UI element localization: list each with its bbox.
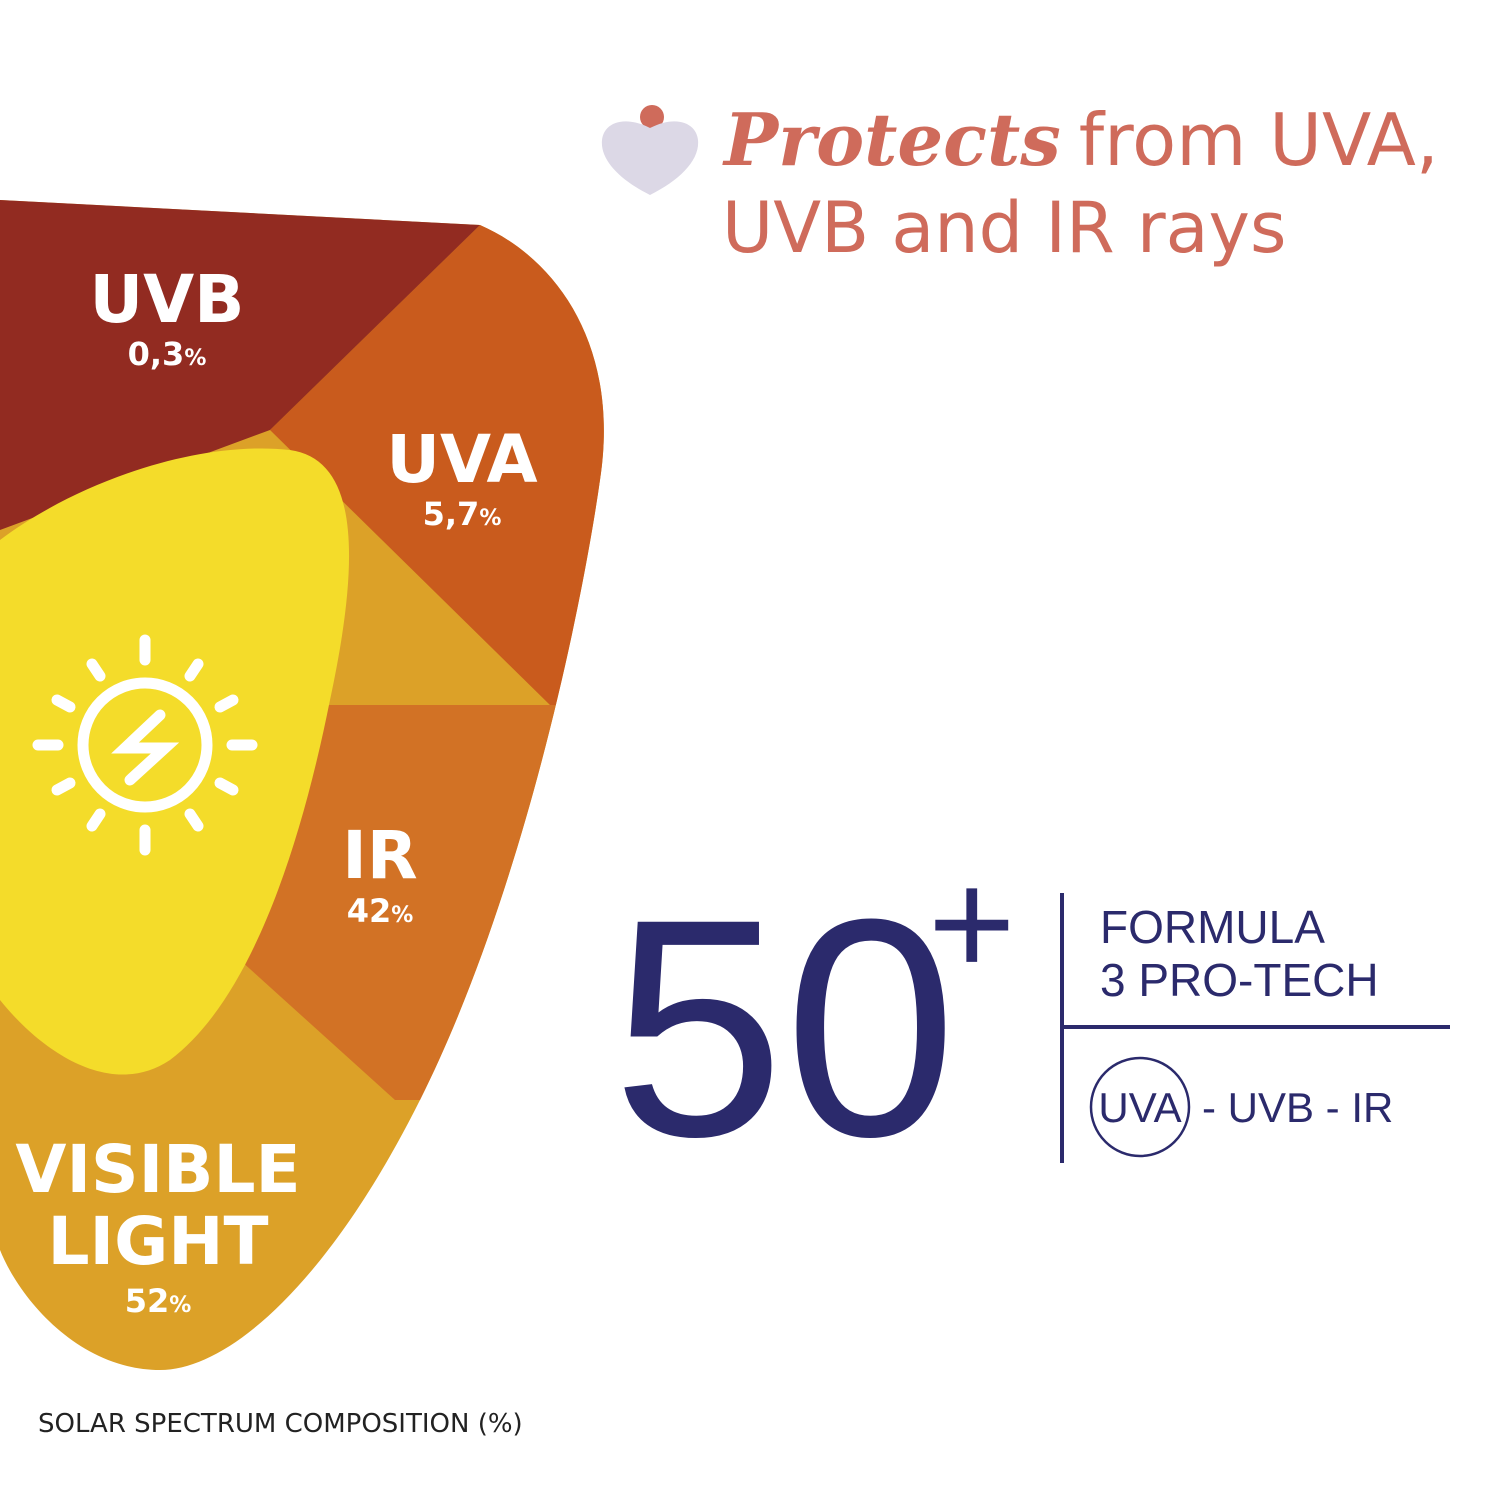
formula-text: FORMULA (1100, 901, 1325, 953)
segment-value: 52% (125, 1282, 192, 1320)
uvb-region (0, 200, 520, 530)
segment-number: 52 (125, 1282, 170, 1320)
heading-line: Protects from UVA, (722, 97, 1439, 182)
heading-icon (601, 105, 699, 195)
segment-number: 5,7 (423, 495, 480, 533)
segment-number: 42 (347, 892, 392, 930)
protection-text: - UVB - IR (1202, 1084, 1393, 1131)
spf-number: 50 (612, 854, 957, 1201)
segment-name: UVA (386, 421, 537, 498)
segment-number: 0,3 (128, 335, 185, 373)
segment-unit: % (391, 903, 413, 928)
footer: SOLAR SPECTRUM COMPOSITION (%) (38, 1409, 523, 1439)
spf-plus: + (928, 839, 1016, 1007)
segment-unit: % (479, 506, 501, 531)
segment-unit: % (169, 1293, 191, 1318)
formula-text: 3 PRO-TECH (1100, 954, 1379, 1006)
circled-text: UVA (1098, 1084, 1181, 1131)
segment-name: UVB (90, 261, 245, 338)
heading-text: from UVA, (1079, 98, 1439, 182)
segment-value: 0,3% (128, 335, 207, 373)
segment-name: IR (342, 817, 417, 894)
segment-name: LIGHT (47, 1203, 268, 1280)
sun-icon (32, 634, 258, 856)
heading-emphasis: Protects (722, 97, 1061, 182)
segment-unit: % (184, 346, 206, 371)
segment-name: VISIBLE (15, 1131, 300, 1208)
segment-value: 42% (347, 892, 414, 930)
visible-core (0, 448, 350, 1075)
uva-circle (1089, 1056, 1191, 1158)
heading-text: UVB and IR rays (722, 187, 1286, 269)
segment-value: 5,7% (423, 495, 502, 533)
